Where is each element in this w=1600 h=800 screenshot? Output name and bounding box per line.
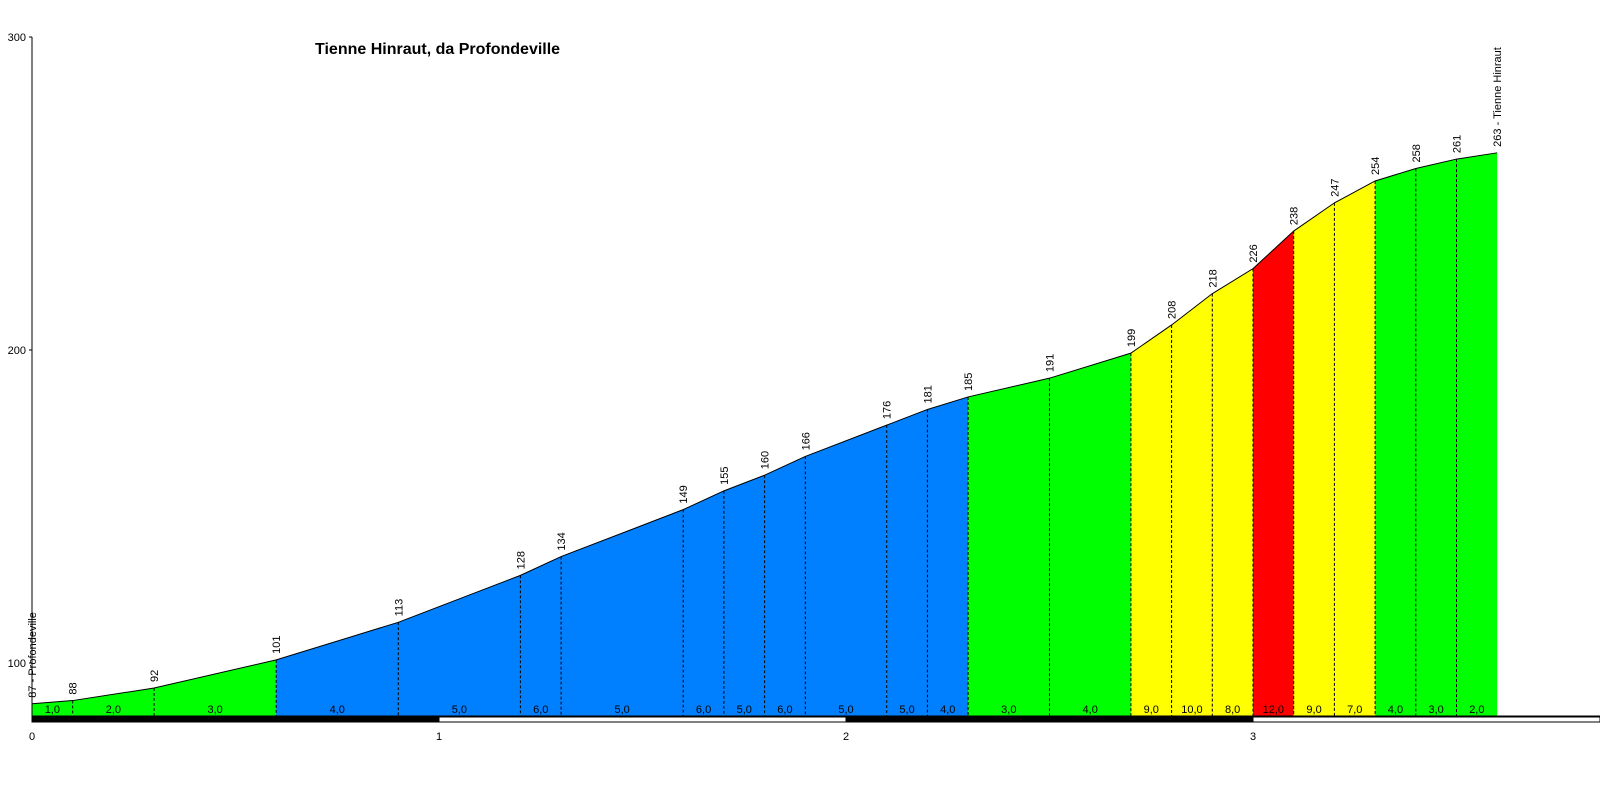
elevation-label: 166: [800, 432, 812, 450]
elevation-label: 155: [719, 466, 731, 484]
gradient-label: 3,0: [1429, 704, 1444, 716]
gradient-segment: [520, 556, 562, 716]
axes: 100 200 300 0 1 2 3: [8, 32, 1600, 743]
elevation-label: 208: [1167, 301, 1179, 319]
gradient-segment: [561, 509, 684, 716]
gradient-label: 7,0: [1347, 704, 1362, 716]
profile-line: [31, 152, 1498, 705]
gradient-segment: [1293, 202, 1335, 716]
gradient-label: 3,0: [208, 704, 223, 716]
elevation-label: 247: [1329, 179, 1341, 197]
x-tick-label: 1: [436, 731, 442, 743]
gradient-segment: [723, 475, 765, 716]
elevation-label: 128: [515, 551, 527, 569]
gradient-segment: [154, 659, 277, 716]
gradient-labels: 1,0 2,0 3,0 4,0 5,0 6,0 5,0 6,0 5,0 6,0 5,0 5,0 4,0 3…: [45, 704, 1485, 716]
elevation-label: 87 - Profondeville: [27, 612, 39, 698]
gradient-label: 6,0: [696, 704, 711, 716]
km-scale-bar: [438, 716, 847, 723]
elevation-label: 101: [271, 636, 283, 654]
gradient-label: 5,0: [737, 704, 752, 716]
gradient-segment: [276, 622, 399, 716]
gradient-label: 5,0: [452, 704, 467, 716]
elevation-label: 261: [1452, 135, 1464, 153]
gradient-label: 6,0: [777, 704, 792, 716]
elevation-label: 226: [1248, 244, 1260, 262]
elevation-label: 263 - Tienne Hinraut: [1492, 47, 1504, 147]
gradient-label: 5,0: [899, 704, 914, 716]
gradient-label: 9,0: [1306, 704, 1321, 716]
x-tick-label: 2: [843, 731, 849, 743]
elevation-label: 191: [1045, 354, 1057, 372]
gradient-label: 4,0: [940, 704, 955, 716]
gradient-segment: [1456, 152, 1498, 716]
segment-dividers: [72, 159, 1457, 716]
elevation-label: 185: [963, 373, 975, 391]
elevation-label: 113: [393, 599, 405, 617]
gradient-segment: [32, 700, 73, 716]
elevation-label: 258: [1411, 144, 1423, 162]
y-tick-label: 300: [8, 32, 26, 44]
gradient-label: 9,0: [1144, 704, 1159, 716]
gradient-label: 5,0: [838, 704, 853, 716]
elevation-label: 134: [556, 532, 568, 550]
gradient-segment: [968, 378, 1050, 716]
gradient-segment: [1253, 231, 1294, 716]
x-tick-label: 0: [29, 731, 35, 743]
y-tick-label: 100: [8, 658, 26, 670]
gradient-label: 12,0: [1263, 704, 1284, 716]
gradient-label: 8,0: [1225, 704, 1240, 716]
elevation-label: 199: [1126, 329, 1138, 347]
gradient-segment: [805, 425, 887, 716]
gradient-segment: [398, 575, 521, 716]
gradient-label: 1,0: [45, 704, 60, 716]
gradient-segment: [1334, 180, 1376, 717]
gradient-segment: [1171, 293, 1213, 716]
gradient-segment-fills: [32, 152, 1498, 717]
gradient-segment: [886, 409, 928, 716]
gradient-segment: [927, 396, 969, 716]
gradient-label: 4,0: [330, 704, 345, 716]
elevation-label: 92: [149, 670, 161, 682]
elevation-label: 176: [882, 401, 894, 419]
gradient-label: 6,0: [533, 704, 548, 716]
gradient-segment: [1130, 324, 1172, 716]
gradient-segment: [1415, 159, 1457, 716]
gradient-label: 5,0: [615, 704, 630, 716]
y-tick-label: 200: [8, 345, 26, 357]
gradient-segment: [72, 688, 155, 716]
profile-outline: [31, 152, 1498, 705]
gradient-segment: [1375, 168, 1416, 716]
chart-title: Tienne Hinraut, da Profondeville: [315, 41, 560, 58]
gradient-label: 10,0: [1181, 704, 1202, 716]
gradient-segment: [683, 490, 724, 716]
elevation-label: 160: [760, 451, 772, 469]
x-tick-label: 3: [1250, 731, 1256, 743]
elevation-label: 88: [68, 682, 80, 694]
gradient-segment: [1049, 353, 1131, 716]
elevation-label: 218: [1207, 269, 1219, 287]
gradient-label: 2,0: [1469, 704, 1484, 716]
gradient-label: 3,0: [1001, 704, 1016, 716]
elevation-label: 149: [678, 485, 690, 503]
elevation-label: 238: [1289, 207, 1301, 225]
gradient-label: 2,0: [106, 704, 121, 716]
km-scale-bar: [845, 716, 1254, 723]
elevation-labels: 87 - Profondeville 88 92 101 113 128 134 149 155…: [27, 47, 1504, 698]
km-scale-bar: [31, 716, 440, 723]
gradient-label: 4,0: [1388, 704, 1403, 716]
gradient-segment: [764, 456, 806, 716]
elevation-label: 254: [1370, 157, 1382, 175]
gradient-label: 4,0: [1083, 704, 1098, 716]
elevation-label: 181: [922, 385, 934, 403]
gradient-segment: [1212, 268, 1253, 716]
km-scale-bar: [1252, 716, 1600, 723]
